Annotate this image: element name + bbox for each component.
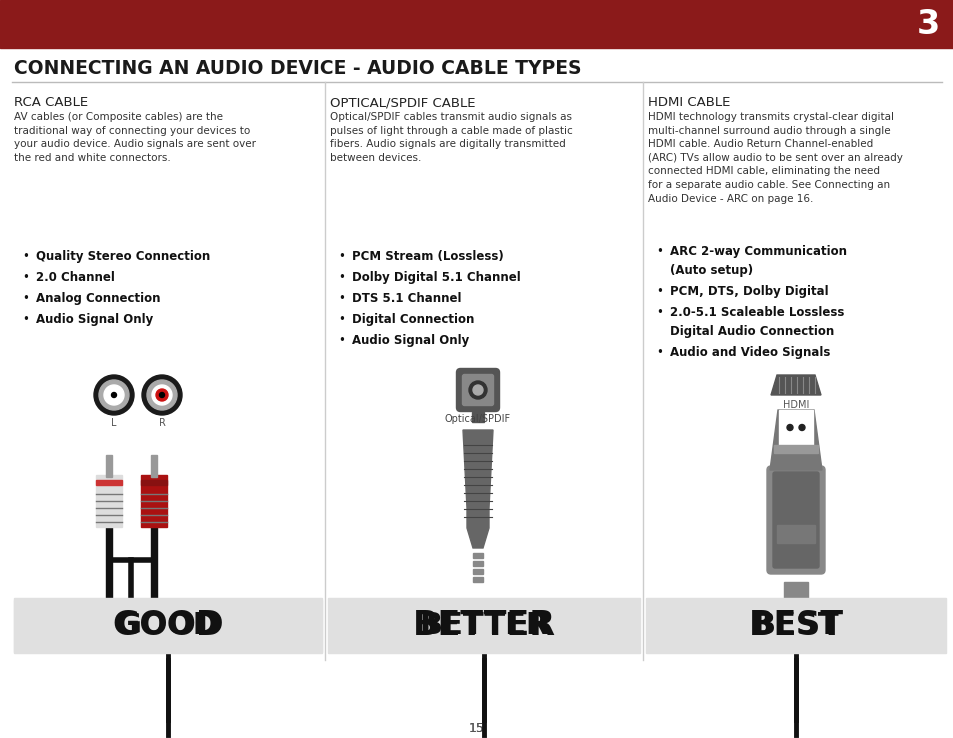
Text: 3: 3	[916, 7, 939, 41]
Text: Audio and Video Signals: Audio and Video Signals	[669, 346, 829, 359]
FancyBboxPatch shape	[462, 374, 493, 405]
Bar	[0, 0, 953, 48]
Text: •: •	[656, 346, 662, 359]
Bar	[141, 475, 167, 527]
Polygon shape	[462, 430, 493, 548]
Text: •: •	[22, 271, 29, 284]
Text: CONNECTING AN AUDIO DEVICE - AUDIO CABLE TYPES: CONNECTING AN AUDIO DEVICE - AUDIO CABLE…	[14, 58, 581, 77]
Bar	[473, 569, 482, 574]
Bar	[151, 455, 157, 477]
Circle shape	[152, 385, 172, 405]
Text: Analog Connection: Analog Connection	[36, 292, 160, 305]
Text: BETTER: BETTER	[418, 612, 549, 641]
Text: HDMI CABLE: HDMI CABLE	[647, 96, 730, 109]
Text: 15: 15	[469, 722, 484, 734]
Polygon shape	[769, 410, 821, 470]
FancyBboxPatch shape	[772, 472, 818, 568]
Bar	[330, 600, 638, 652]
Text: Dolby Digital 5.1 Channel: Dolby Digital 5.1 Channel	[352, 271, 520, 284]
Bar	[473, 553, 482, 558]
Polygon shape	[770, 375, 821, 395]
Text: Audio Signal Only: Audio Signal Only	[352, 334, 469, 347]
Bar	[647, 600, 943, 652]
FancyBboxPatch shape	[456, 368, 499, 412]
Text: 15: 15	[469, 722, 484, 734]
Bar	[473, 577, 482, 582]
Circle shape	[147, 380, 177, 410]
Bar	[779, 410, 812, 445]
Text: •: •	[22, 250, 29, 263]
Bar	[106, 527, 112, 607]
Text: RCA CABLE: RCA CABLE	[14, 96, 88, 109]
Text: DTS 5.1 Channel: DTS 5.1 Channel	[352, 292, 461, 305]
FancyBboxPatch shape	[766, 466, 824, 574]
Text: BEST: BEST	[748, 609, 842, 642]
Circle shape	[94, 375, 133, 415]
Text: GOOD: GOOD	[112, 609, 224, 642]
Text: HDMI: HDMI	[782, 400, 808, 410]
Bar	[776, 525, 814, 543]
Circle shape	[108, 389, 120, 401]
Text: HDMI technology transmits crystal-clear digital
multi-channel surround audio thr: HDMI technology transmits crystal-clear …	[647, 112, 902, 204]
Text: PCM Stream (Lossless): PCM Stream (Lossless)	[352, 250, 503, 263]
Text: 2.0-5.1 Scaleable Lossless: 2.0-5.1 Scaleable Lossless	[669, 306, 843, 319]
Text: 2.0 Channel: 2.0 Channel	[36, 271, 114, 284]
Circle shape	[469, 381, 486, 399]
Text: Audio Signal Only: Audio Signal Only	[36, 313, 153, 326]
Bar	[773, 445, 817, 453]
Text: Quality Stereo Connection: Quality Stereo Connection	[36, 250, 210, 263]
Text: L: L	[112, 418, 116, 428]
Text: •: •	[337, 250, 345, 263]
Text: OPTICAL/SPDIF CABLE: OPTICAL/SPDIF CABLE	[330, 96, 475, 109]
Circle shape	[159, 393, 164, 398]
Text: •: •	[656, 245, 662, 258]
Bar	[106, 455, 112, 477]
Text: •: •	[22, 292, 29, 305]
Bar	[645, 598, 945, 653]
Text: •: •	[656, 285, 662, 298]
Text: Digital Audio Connection: Digital Audio Connection	[669, 325, 833, 338]
Circle shape	[112, 393, 116, 398]
Text: Optical/SPDIF: Optical/SPDIF	[444, 413, 511, 424]
Text: AV cables (or Composite cables) are the
traditional way of connecting your devic: AV cables (or Composite cables) are the …	[14, 112, 255, 163]
Bar	[473, 561, 482, 566]
Circle shape	[799, 424, 804, 430]
Bar	[151, 527, 157, 607]
Bar	[141, 480, 167, 485]
Bar	[783, 582, 807, 602]
Text: •: •	[337, 334, 345, 347]
Text: ARC 2-way Communication: ARC 2-way Communication	[669, 245, 846, 258]
Bar	[14, 598, 322, 653]
Circle shape	[156, 389, 168, 401]
Circle shape	[142, 375, 182, 415]
Bar	[96, 475, 122, 527]
Text: Digital Connection: Digital Connection	[352, 313, 474, 326]
Bar	[96, 480, 122, 485]
Circle shape	[786, 424, 792, 430]
Text: (Auto setup): (Auto setup)	[669, 264, 752, 277]
Bar	[472, 412, 483, 422]
Text: BETTER: BETTER	[412, 609, 555, 642]
Text: •: •	[656, 306, 662, 319]
Circle shape	[99, 380, 129, 410]
Bar	[14, 600, 322, 652]
Bar	[328, 598, 639, 653]
Text: •: •	[337, 271, 345, 284]
Circle shape	[104, 385, 124, 405]
Text: •: •	[22, 313, 29, 326]
Text: PCM, DTS, Dolby Digital: PCM, DTS, Dolby Digital	[669, 285, 828, 298]
Text: R: R	[158, 418, 165, 428]
Circle shape	[473, 385, 482, 395]
Text: •: •	[337, 292, 345, 305]
Text: Optical/SPDIF cables transmit audio signals as
pulses of light through a cable m: Optical/SPDIF cables transmit audio sign…	[330, 112, 572, 163]
Text: •: •	[337, 313, 345, 326]
Text: GOOD: GOOD	[117, 612, 219, 641]
Text: BEST: BEST	[752, 612, 839, 641]
